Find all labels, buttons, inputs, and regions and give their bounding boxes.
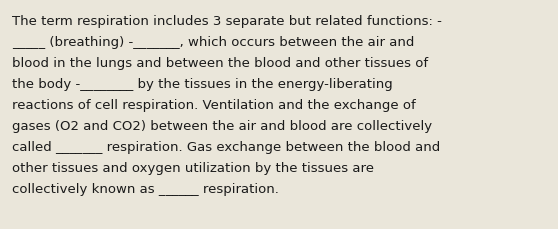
Text: collectively known as ______ respiration.: collectively known as ______ respiration…	[12, 182, 279, 195]
Text: _____ (breathing) -_______, which occurs between the air and: _____ (breathing) -_______, which occurs…	[12, 36, 415, 49]
Text: reactions of cell respiration. Ventilation and the exchange of: reactions of cell respiration. Ventilati…	[12, 98, 416, 112]
Text: blood in the lungs and between the blood and other tissues of: blood in the lungs and between the blood…	[12, 57, 428, 70]
Text: other tissues and oxygen utilization by the tissues are: other tissues and oxygen utilization by …	[12, 161, 374, 174]
Text: called _______ respiration. Gas exchange between the blood and: called _______ respiration. Gas exchange…	[12, 140, 440, 153]
Text: The term respiration includes 3 separate but related functions: -: The term respiration includes 3 separate…	[12, 15, 442, 28]
Text: gases (O2 and CO2) between the air and blood are collectively: gases (O2 and CO2) between the air and b…	[12, 120, 432, 132]
Text: the body -________ by the tissues in the energy-liberating: the body -________ by the tissues in the…	[12, 78, 393, 91]
